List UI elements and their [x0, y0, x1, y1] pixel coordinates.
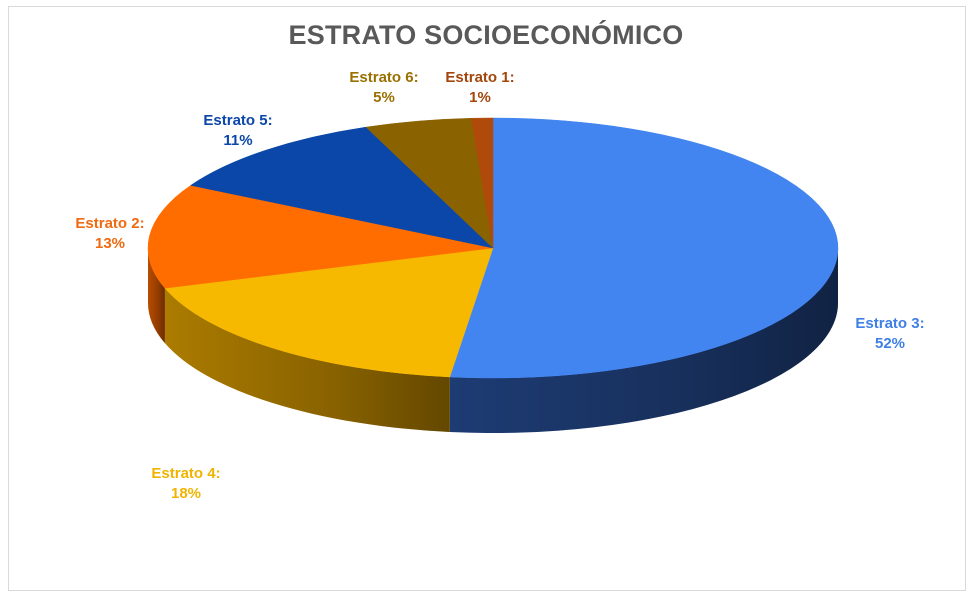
- slice-percent-6: 1%: [469, 89, 491, 106]
- pie-slice-1[interactable]: [449, 117, 839, 379]
- pie-slice-2[interactable]: [164, 247, 494, 378]
- pie-slice-3[interactable]: [147, 185, 494, 289]
- slice-percent-3: 13%: [95, 235, 125, 252]
- pie-slice-6[interactable]: [471, 117, 494, 249]
- slice-label-2: Estrato 4:: [151, 465, 220, 482]
- slice-label-6: Estrato 1:: [445, 69, 514, 86]
- slice-label-4: Estrato 5:: [203, 112, 272, 129]
- pie-slice-4[interactable]: [190, 126, 494, 249]
- pie-side-shade-3: [148, 248, 165, 344]
- slice-label-1: Estrato 3:: [855, 315, 924, 332]
- slice-percent-4: 11%: [223, 132, 252, 149]
- slice-percent-1: 52%: [875, 335, 905, 352]
- slice-label-5: Estrato 6:: [349, 69, 418, 86]
- pie-side-shade-1: [449, 248, 838, 433]
- slice-percent-2: 18%: [171, 485, 201, 502]
- slice-percent-5: 5%: [373, 89, 395, 106]
- slice-label-3: Estrato 2:: [75, 215, 144, 232]
- pie-side-shade-2: [164, 288, 450, 432]
- chart-title: ESTRATO SOCIOECONÓMICO: [288, 20, 684, 50]
